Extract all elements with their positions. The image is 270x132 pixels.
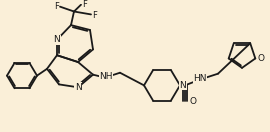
Text: O: O (190, 97, 197, 106)
Text: N: N (180, 81, 186, 90)
Text: N: N (75, 83, 81, 92)
Text: N: N (54, 35, 60, 44)
Text: F: F (82, 0, 87, 9)
Text: NH: NH (99, 72, 113, 81)
Text: F: F (92, 11, 97, 20)
Text: O: O (257, 54, 264, 63)
Text: HN: HN (193, 74, 207, 83)
Text: F: F (54, 2, 59, 11)
